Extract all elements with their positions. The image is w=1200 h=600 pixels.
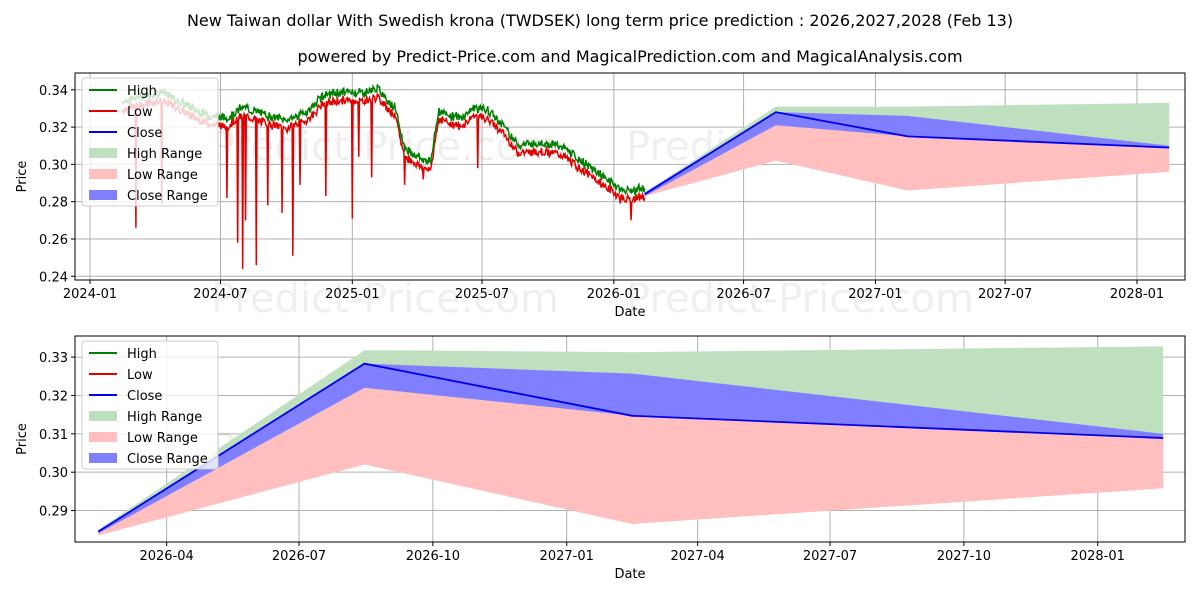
y-tick-label: 0.34	[39, 84, 68, 99]
y-axis-label: Price	[15, 423, 30, 455]
y-tick-label: 0.32	[39, 121, 68, 136]
legend: High Low Close High Range Low Range Close Ran…	[81, 77, 219, 207]
legend-label: Low	[127, 368, 153, 383]
legend-swatch	[89, 190, 117, 200]
close-line	[644, 111, 1170, 195]
y-tick-label: 0.31	[39, 428, 68, 443]
x-axis-label: Date	[614, 567, 645, 582]
x-axis-label: Date	[614, 305, 645, 320]
x-tick-label: 2026-10	[406, 549, 460, 564]
legend-label: High	[127, 347, 157, 362]
legend-label: Close Range	[127, 189, 208, 204]
x-tick-label: 2026-07	[272, 549, 326, 564]
high-range-band	[644, 102, 1170, 195]
legend-swatch	[89, 169, 117, 179]
watermark: Predict-Price.com	[211, 124, 559, 170]
y-tick-label: 0.28	[39, 196, 68, 211]
legend-swatch	[89, 453, 117, 463]
low-range-band	[98, 387, 1164, 536]
y-tick-label: 0.26	[39, 233, 68, 248]
legend-label: Low	[127, 105, 153, 120]
legend: High Low Close High Range Low Range Close Ran…	[81, 340, 219, 470]
x-tick-label: 2026-04	[139, 549, 193, 564]
x-tick-label: 2027-01	[540, 549, 594, 564]
top-panel: Predict-Price.com Predict-Price.com Predic…	[15, 72, 1186, 322]
y-axis-label: Price	[15, 161, 30, 193]
bottom-panel: Predict-Price.comPredict-Price.com2026-0…	[15, 335, 1186, 582]
x-tick-label: 2028-01	[1071, 549, 1125, 564]
legend-label: High	[127, 84, 157, 99]
legend-label: Close	[127, 389, 162, 404]
legend-swatch	[89, 148, 117, 158]
x-tick-label: 2027-10	[937, 549, 991, 564]
x-tick-label: 2026-07	[716, 287, 770, 302]
y-tick-label: 0.29	[39, 505, 68, 520]
x-tick-label: 2025-01	[325, 287, 379, 302]
x-tick-label: 2028-01	[1110, 287, 1164, 302]
y-tick-label: 0.30	[39, 158, 68, 173]
close-range-band	[644, 112, 1170, 197]
legend-swatch	[89, 411, 117, 421]
legend-swatch	[89, 432, 117, 442]
plot-area	[121, 83, 1170, 269]
x-tick-label: 2027-07	[978, 287, 1032, 302]
axes-frame	[74, 335, 1186, 543]
watermark: Predict-Price.com	[211, 276, 559, 322]
legend-label: Close Range	[127, 452, 208, 467]
x-tick-label: 2024-01	[63, 287, 117, 302]
x-tick-label: 2024-07	[193, 287, 247, 302]
close-range-band	[98, 363, 1164, 534]
plot-area	[97, 346, 1164, 536]
x-tick-label: 2027-04	[670, 549, 724, 564]
legend-label: Low Range	[127, 168, 198, 183]
legend-label: Low Range	[127, 431, 198, 446]
y-tick-label: 0.30	[39, 466, 68, 481]
x-tick-label: 2025-07	[455, 287, 509, 302]
y-tick-label: 0.24	[39, 270, 68, 285]
x-tick-label: 2027-07	[803, 549, 857, 564]
x-tick-label: 2027-01	[848, 287, 902, 302]
legend-label: Close	[127, 126, 162, 141]
low-range-band	[644, 125, 1170, 197]
watermark: Predict-Price.com	[626, 276, 974, 322]
y-tick-label: 0.33	[39, 351, 68, 366]
legend-label: High Range	[127, 147, 202, 162]
chart-subtitle: powered by Predict-Price.com and Magical…	[297, 47, 962, 66]
high-range-band	[98, 346, 1164, 533]
chart-title: New Taiwan dollar With Swedish krona (TW…	[187, 11, 1013, 30]
axes-frame	[74, 72, 1186, 281]
y-tick-label: 0.32	[39, 389, 68, 404]
legend-label: High Range	[127, 410, 202, 425]
close-line	[97, 362, 1164, 533]
x-tick-label: 2026-01	[587, 287, 641, 302]
